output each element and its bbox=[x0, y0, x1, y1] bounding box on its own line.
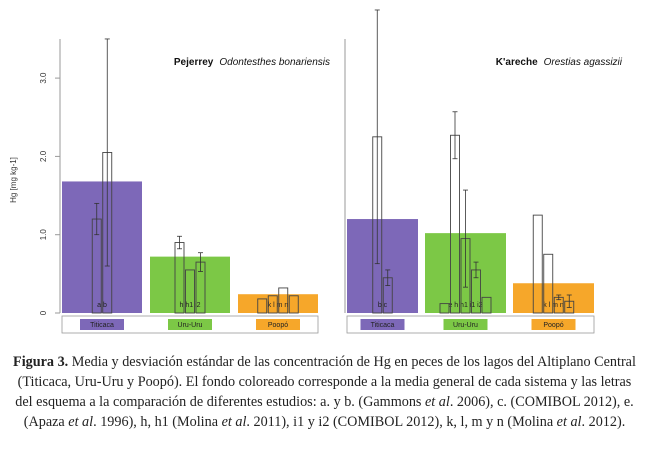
category-label: Poopó bbox=[543, 322, 563, 329]
mean-bar bbox=[150, 256, 230, 313]
category-box bbox=[360, 319, 405, 330]
caption-text: . 2012). bbox=[581, 414, 626, 430]
caption-italic: et al bbox=[68, 414, 94, 430]
panel-title: K'areche Orestias agassizii bbox=[496, 57, 623, 68]
mean-bar bbox=[513, 283, 594, 313]
study-bar bbox=[185, 269, 195, 314]
mean-bar bbox=[62, 181, 142, 313]
caption: Figura 3. Media y desviación estándar de… bbox=[12, 352, 637, 432]
subtitle-text: Odontesthes bonariensis bbox=[219, 57, 330, 68]
caption-text: . 2006), c. (COMIBOL 2012), e. (Apaza bbox=[23, 394, 634, 430]
caption-text: Media y desviación estándar de las conce… bbox=[15, 354, 636, 410]
title-text: Pejerrey bbox=[174, 57, 214, 68]
y-tick-label: 0 bbox=[39, 310, 48, 315]
y-tick-label: 2.0 bbox=[39, 150, 48, 162]
title-text: K'areche bbox=[496, 57, 538, 68]
subtitle-text: Orestias agassizii bbox=[544, 57, 623, 68]
category-label: Poopó bbox=[268, 322, 288, 329]
study-label: b c bbox=[378, 302, 388, 309]
figure: Pejerrey Odontesthes bonariensis 0 1.0 2.0 3.… bbox=[9, 9, 623, 334]
study-bar bbox=[257, 298, 268, 314]
caption-text: . 1996), h, h1 (Molina bbox=[93, 414, 222, 430]
study-label: e h h1 i1 i2 bbox=[448, 302, 482, 309]
study-label: h h1 i2 bbox=[179, 302, 200, 309]
study-bar bbox=[481, 296, 492, 314]
panel-title: Pejerrey Odontesthes bonariensis bbox=[174, 57, 330, 68]
study-label: k l m n bbox=[268, 302, 289, 309]
category-label: Uru-Uru bbox=[453, 322, 478, 329]
caption-label: Figura 3. bbox=[13, 354, 69, 370]
study-label: k l m n bbox=[543, 302, 564, 309]
study-bar bbox=[288, 295, 299, 314]
study-bar bbox=[439, 303, 450, 314]
category-box bbox=[443, 319, 488, 330]
caption-italic: et al bbox=[221, 414, 247, 430]
caption-italic: et al bbox=[556, 414, 582, 430]
category-box bbox=[531, 319, 576, 330]
mean-bar bbox=[347, 219, 418, 313]
category-box bbox=[256, 319, 300, 330]
caption-italic: et al bbox=[425, 394, 450, 410]
y-axis-label: Hg [mg kg-1] bbox=[9, 157, 18, 203]
category-label: Titicaca bbox=[371, 322, 395, 329]
category-label: Titicaca bbox=[90, 322, 114, 329]
category-box bbox=[80, 319, 124, 330]
y-tick-label: 1.0 bbox=[39, 229, 48, 241]
y-tick-label: 3.0 bbox=[39, 72, 48, 84]
study-bar bbox=[543, 253, 554, 314]
study-label: a b bbox=[97, 302, 107, 309]
category-box bbox=[168, 319, 212, 330]
category-label: Uru-Uru bbox=[178, 322, 203, 329]
study-bar bbox=[267, 295, 278, 314]
study-bar bbox=[532, 214, 543, 314]
study-bar bbox=[278, 287, 289, 314]
caption-text: . 2011), i1 y i2 (COMIBOL 2012), k, l, m… bbox=[246, 414, 557, 430]
